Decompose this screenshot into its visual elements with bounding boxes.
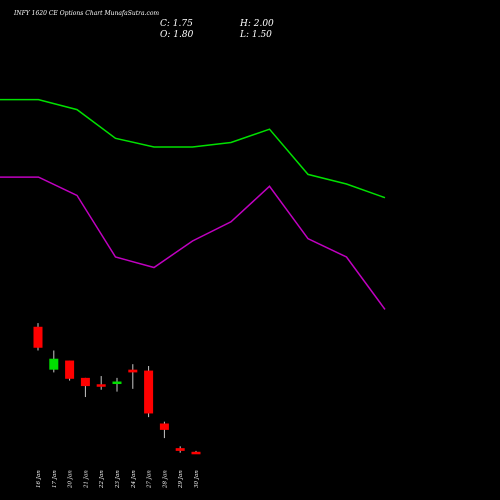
high-value: H: 2.00: [239, 19, 274, 29]
indicator-lines: [0, 98, 386, 310]
candle: [80, 377, 90, 398]
x-tick-label: 21 Jan: [83, 470, 89, 489]
candle: [49, 350, 59, 373]
candle: [159, 421, 169, 439]
x-tick-label: 17 Jan: [52, 470, 58, 488]
candle-body: [128, 369, 138, 373]
indicator-line-2: [0, 176, 386, 310]
x-axis-labels: 16 Jan 17 Jan 20 Jan 21 Jan 22 Jan 23 Jan 24 J…: [36, 470, 200, 489]
x-tick-label: 16 Jan: [36, 470, 42, 488]
candle-body: [144, 370, 154, 414]
candle: [96, 376, 106, 390]
candle-body: [96, 384, 106, 387]
candle-body: [159, 423, 169, 430]
candle: [33, 323, 43, 351]
x-tick-label: 28 Jan: [162, 470, 168, 489]
candle: [112, 377, 122, 392]
x-tick-label: 23 Jan: [115, 470, 121, 489]
x-tick-label: 20 Jan: [68, 470, 74, 489]
candle-body: [33, 326, 43, 348]
chart-title: INFY 1620 CE Options Chart MunafaSutra.c…: [13, 10, 159, 17]
x-tick-label: 29 Jan: [178, 470, 184, 489]
x-tick-label: 22 Jan: [99, 470, 105, 489]
open-value: O: 1.80: [160, 30, 194, 40]
candle: [144, 366, 154, 418]
candle-body: [80, 377, 90, 387]
candle: [191, 450, 201, 455]
indicator-line-1: [0, 98, 386, 199]
candle-body: [175, 448, 185, 451]
x-tick-label: 27 Jan: [147, 470, 153, 489]
candle: [128, 364, 138, 389]
candle-body: [112, 381, 122, 385]
x-tick-label: 30 Jan: [194, 470, 200, 488]
candles: [33, 323, 201, 455]
candle-body: [191, 451, 201, 455]
close-value: C: 1.75: [160, 19, 193, 29]
candle-body: [49, 358, 59, 370]
low-value: L: 1.50: [239, 30, 272, 40]
candle: [175, 446, 185, 453]
candle-body: [65, 360, 75, 379]
x-tick-label: 24 Jan: [131, 470, 137, 489]
candle: [65, 360, 75, 381]
